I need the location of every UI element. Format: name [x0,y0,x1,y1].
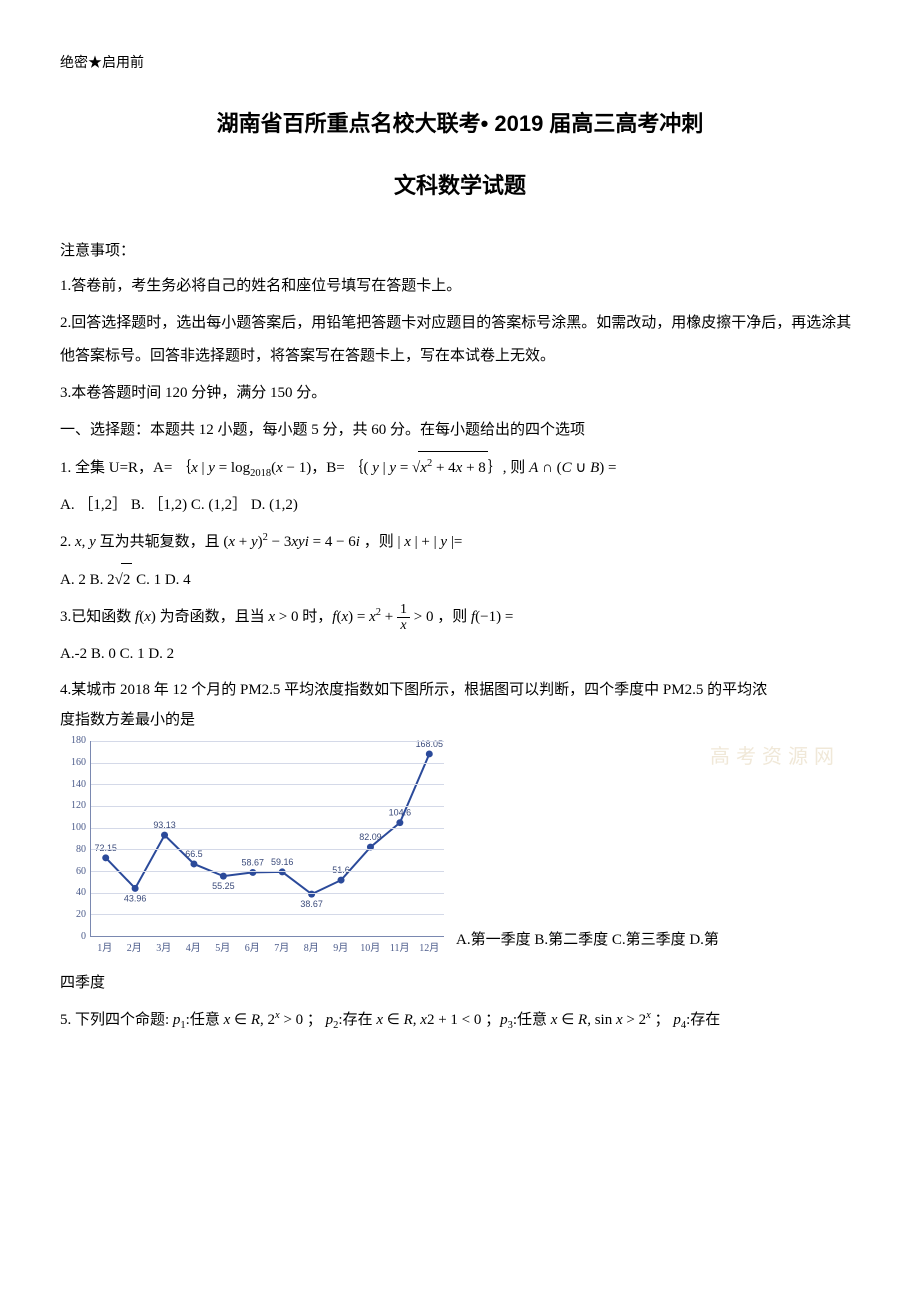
chart-point-label: 66.5 [185,849,202,859]
q3-stem-d: ，则 [433,609,471,625]
x-axis-tick: 11月 [390,939,410,959]
chart-point [338,877,345,884]
title-sub: 文科数学试题 [60,164,860,208]
chart-point-label: 55.25 [212,881,234,891]
section-heading: 一、选择题：本题共 12 小题，每小题 5 分，共 60 分。在每小题给出的四个… [60,414,860,447]
question-5: 5. 下列四个命题: p1:任意 x ∈ R, 2x > 0 ； p2:存在 x… [60,1004,860,1037]
grid-line [91,893,444,894]
y-axis-tick: 120 [71,796,86,816]
q1-stem-a: 1. 全集 U=R，A= ｛ [60,460,191,476]
question-2: 2. x, y 互为共轭复数，且 (x + y)2 − 3xyi = 4 − 6… [60,526,860,559]
x-axis-tick: 5月 [215,939,230,959]
y-axis-tick: 160 [71,753,86,773]
x-axis-tick: 9月 [333,939,348,959]
q2-options-a: A. 2 B. [60,572,107,588]
chart-point-label: 58.67 [242,857,264,867]
confidential-marker: 绝密★启用前 [60,50,860,78]
x-axis-tick: 3月 [156,939,171,959]
q3-options: A.-2 B. 0 C. 1 D. 2 [60,638,860,671]
q4-options-cont: 四季度 [60,967,860,1000]
y-axis-tick: 0 [81,927,86,947]
chart-point [396,819,403,826]
question-4: 4.某城市 2018 年 12 个月的 PM2.5 平均浓度指数如下图所示，根据… [60,675,860,735]
chart-point-label: 72.15 [94,843,116,853]
y-axis-tick: 40 [76,883,86,903]
q3-stem-a: 3.已知函数 [60,609,135,625]
y-axis-tick: 180 [71,731,86,751]
chart-point-label: 104.6 [389,808,411,818]
y-axis-tick: 140 [71,775,86,795]
question-3: 3.已知函数 f(x) 为奇函数，且当 x > 0 时，f(x) = x2 + … [60,601,860,634]
y-axis-tick: 20 [76,905,86,925]
q1-stem-c: ｝, 则 [488,460,529,476]
y-axis-tick: 60 [76,862,86,882]
q4-line1: 4.某城市 2018 年 12 个月的 PM2.5 平均浓度指数如下图所示，根据… [60,675,860,705]
q2-stem-b: 互为共轭复数，且 [96,534,224,550]
grid-line [91,806,444,807]
note-item: 2.回答选择题时，选出每小题答案后，用铅笔把答题卡对应题目的答案标号涂黑。如需改… [60,307,860,373]
q5-p3b: ； [651,1012,674,1028]
q3-stem-b: 为奇函数，且当 [156,609,269,625]
q4-options-inline: A.第一季度 B.第二季度 C.第三季度 D.第 [456,925,719,961]
x-axis-tick: 12月 [419,939,439,959]
pm25-chart: 020406080100120140160180 72.1543.9693.13… [60,741,450,961]
q5-p3a: :任意 [513,1012,551,1028]
q2-stem-c: ，则 [360,534,398,550]
notes-heading: 注意事项： [60,236,860,266]
q3-stem-c: 时， [299,609,333,625]
q5-p1a: :任意 [186,1012,224,1028]
q1-options: A. ［1,2］ B. ［1,2) C. (1,2］ D. (1,2) [60,489,860,522]
q5-p1b: ； [303,1012,326,1028]
x-axis-tick: 1月 [97,939,112,959]
grid-line [91,871,444,872]
chart-point-label: 59.16 [271,857,293,867]
y-axis-tick: 80 [76,840,86,860]
chart-point [308,891,315,898]
grid-line [91,828,444,829]
note-item: 3.本卷答题时间 120 分钟，满分 150 分。 [60,377,860,410]
chart-point [426,750,433,757]
x-axis-tick: 4月 [186,939,201,959]
title-main: 湖南省百所重点名校大联考• 2019 届高三高考冲刺 [60,102,860,146]
grid-line [91,784,444,785]
question-1: 1. 全集 U=R，A= ｛x | y = log2018(x − 1)，B= … [60,451,860,485]
y-axis-tick: 100 [71,818,86,838]
q4-line2: 度指数方差最小的是 [60,705,860,735]
q5-p2a: :存在 [338,1012,376,1028]
chart-point-label: 38.67 [300,899,322,909]
grid-line [91,849,444,850]
chart-point-label: 43.96 [124,893,146,903]
q5-stem-a: 5. 下列四个命题: [60,1012,173,1028]
q1-stem-b: ，B= ｛( [311,460,372,476]
chart-point-label: 82.09 [359,832,381,842]
q2-stem-a: 2. [60,534,75,550]
q5-p2b: ； [481,1012,500,1028]
x-axis-tick: 7月 [274,939,289,959]
x-axis-tick: 2月 [127,939,142,959]
grid-line [91,741,444,742]
q2-options: A. 2 B. 2√2 C. 1 D. 4 [60,563,860,597]
chart-point [161,832,168,839]
x-axis-tick: 6月 [245,939,260,959]
chart-point [132,885,139,892]
chart-point [190,860,197,867]
x-axis-tick: 8月 [304,939,319,959]
note-item: 1.答卷前，考生务必将自己的姓名和座位号填写在答题卡上。 [60,270,860,303]
q5-p4a: :存在 [686,1012,720,1028]
q2-options-b: C. 1 D. 4 [132,572,190,588]
x-axis-tick: 10月 [360,939,380,959]
chart-point [102,854,109,861]
grid-line [91,914,444,915]
chart-point [220,873,227,880]
grid-line [91,763,444,764]
watermark-text: 高考资源网 [710,737,840,777]
